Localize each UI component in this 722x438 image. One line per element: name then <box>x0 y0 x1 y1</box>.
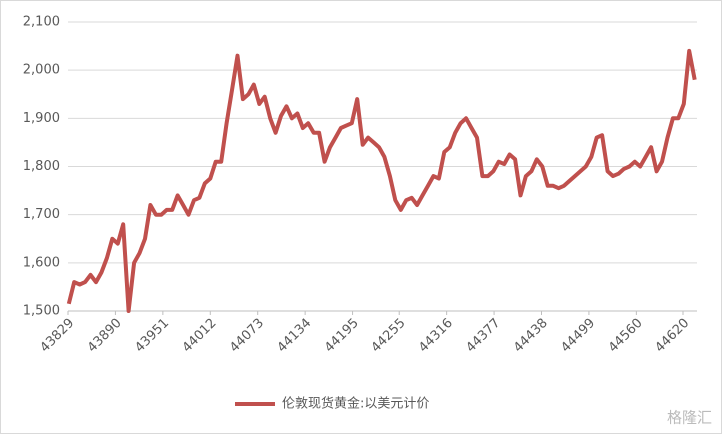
legend-label: 伦敦现货黄金:以美元计价 <box>282 396 429 412</box>
y-tick-label: 1,500 <box>23 304 60 319</box>
y-tick-label: 1,800 <box>23 159 60 174</box>
watermark: 格隆汇 <box>667 409 712 427</box>
y-tick-label: 2,000 <box>23 63 60 78</box>
y-tick-label: 2,100 <box>23 15 60 30</box>
y-tick-label: 1,700 <box>23 207 60 222</box>
y-tick-label: 1,600 <box>23 255 60 270</box>
y-tick-label: 1,900 <box>23 111 60 126</box>
data-line <box>66 48 697 313</box>
